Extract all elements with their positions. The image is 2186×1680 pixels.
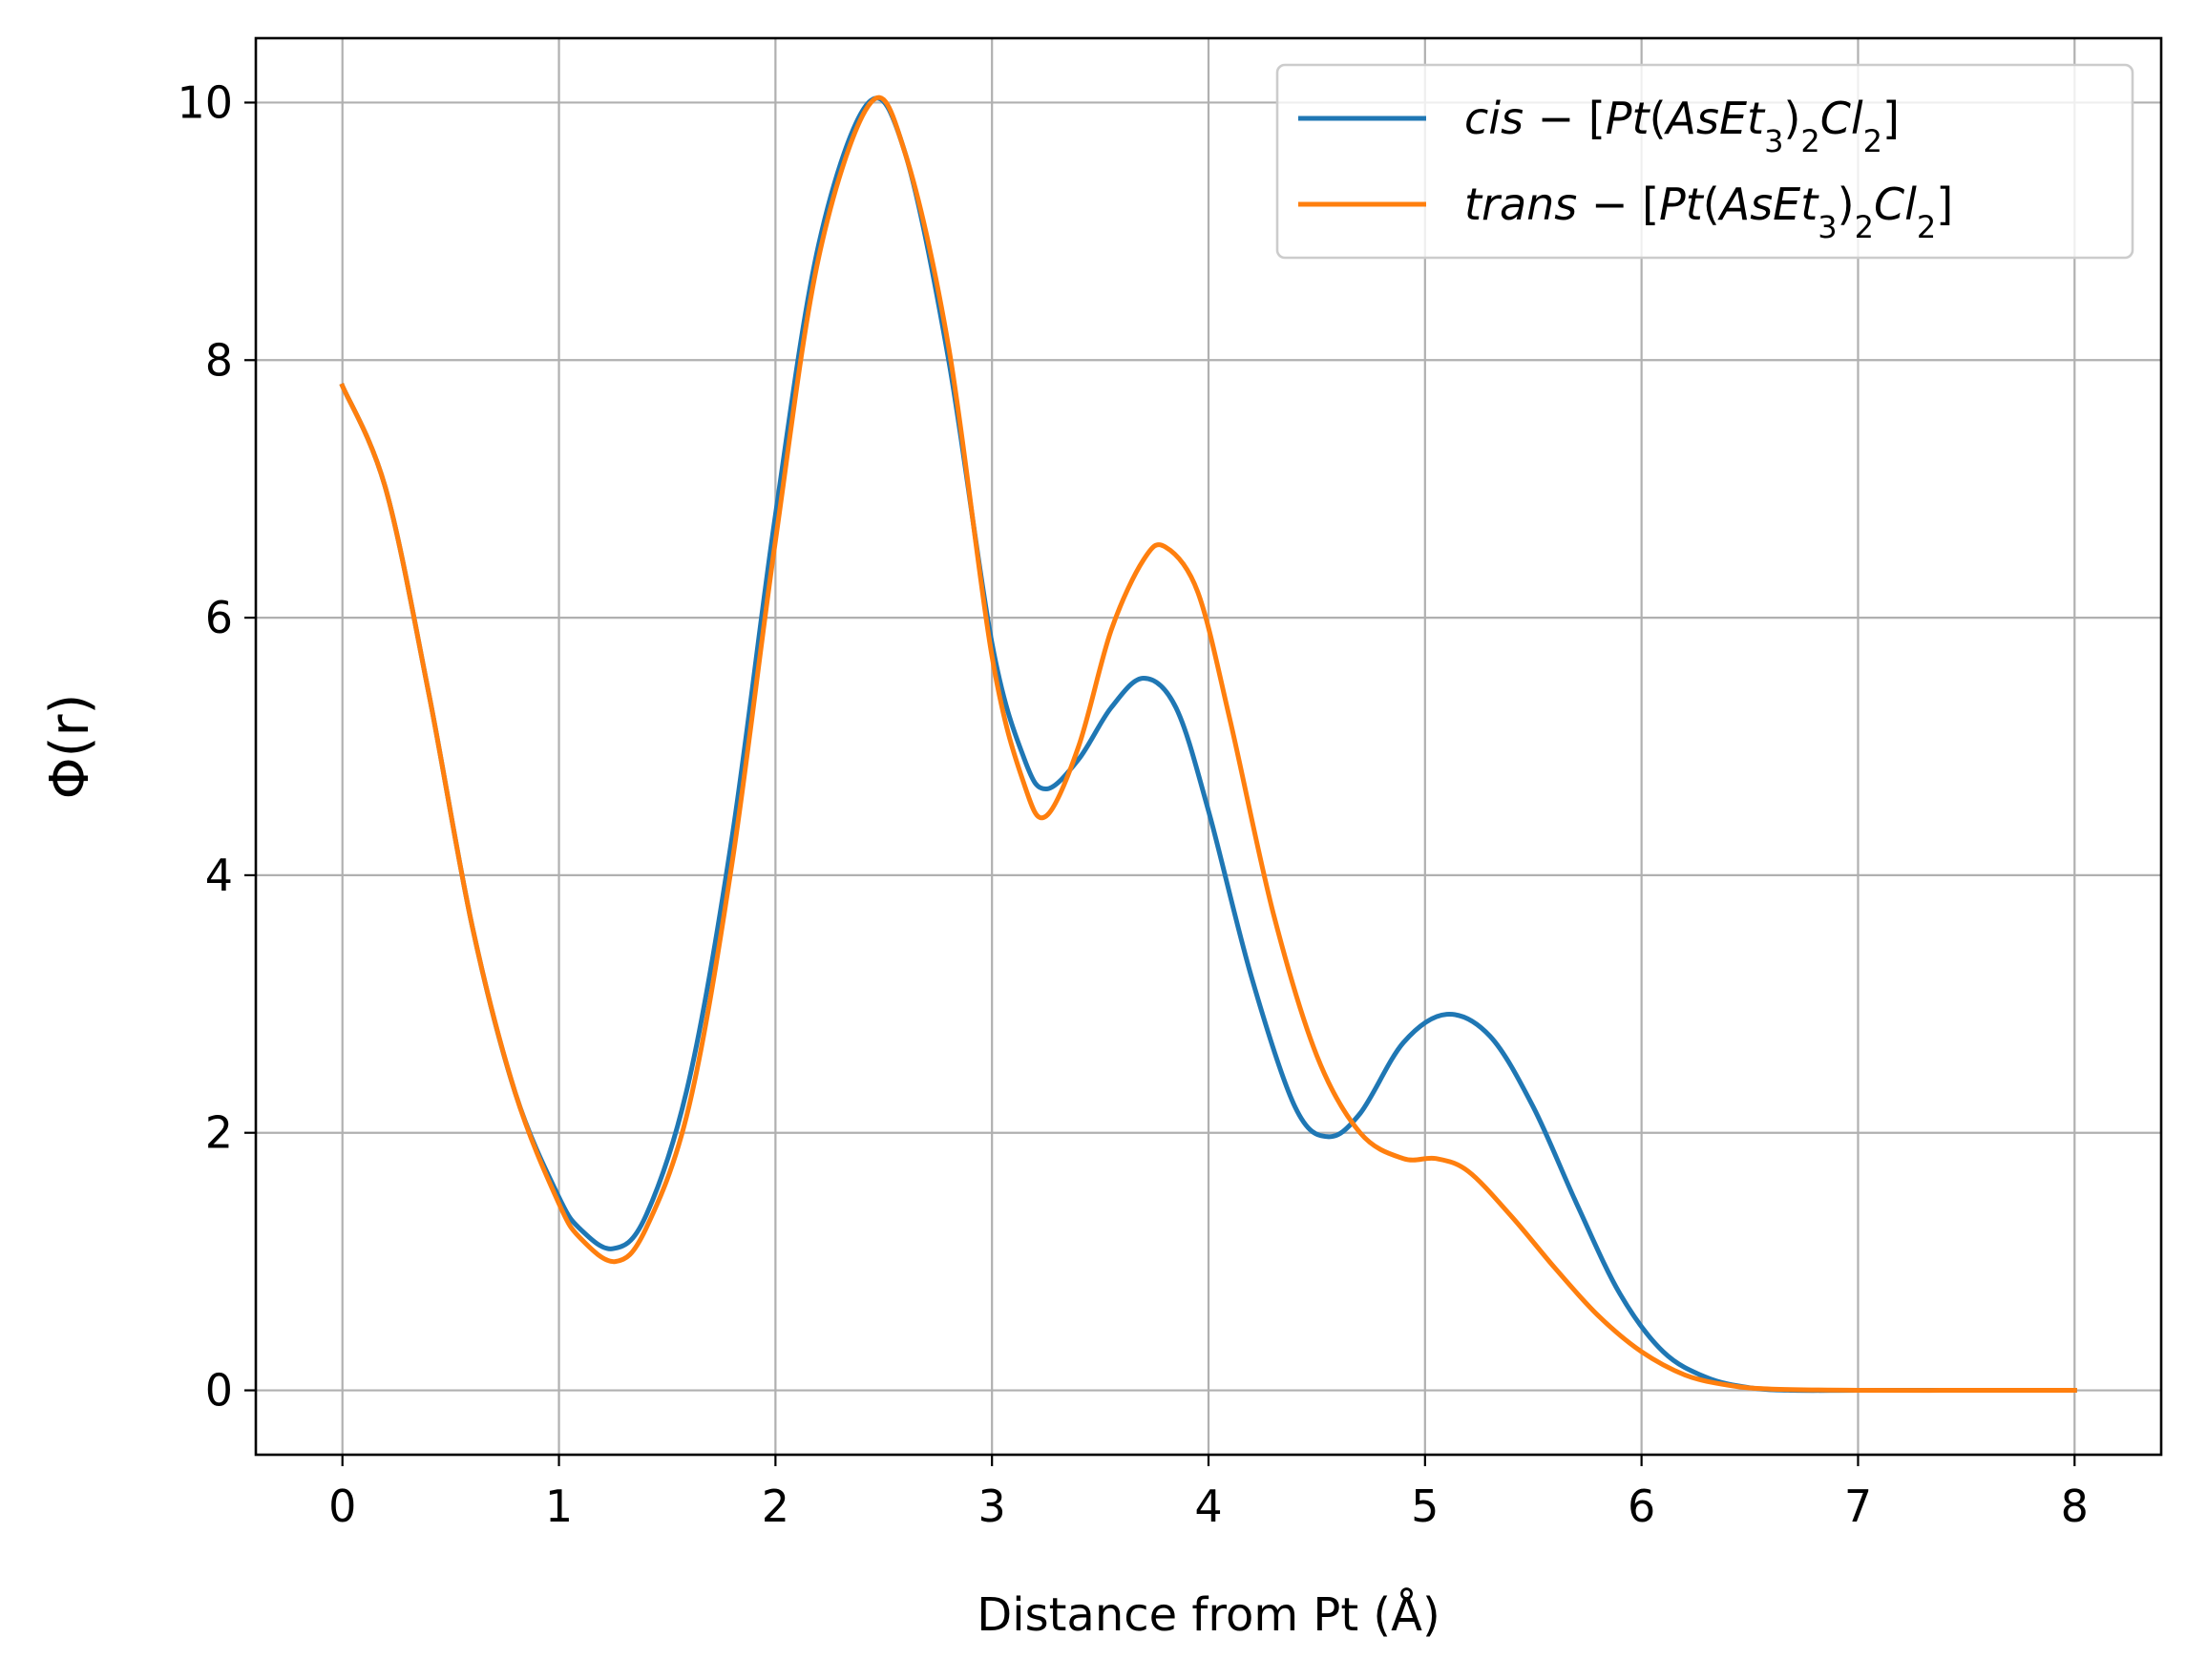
- y-tick-label: 2: [205, 1107, 233, 1159]
- x-tick-label: 7: [1844, 1480, 1872, 1532]
- legend: cis − [Pt(AsEt3)2Cl2] trans − [Pt(AsEt3)…: [1275, 63, 2134, 260]
- x-tick-label: 3: [978, 1480, 1006, 1532]
- x-tick-label: 6: [1628, 1480, 1655, 1532]
- series-lines: [339, 94, 2077, 1394]
- series-line-0: [339, 95, 2077, 1394]
- axis-ticks: [244, 101, 2076, 1466]
- x-tick-label: 0: [328, 1480, 356, 1532]
- x-tick-label: 4: [1194, 1480, 1222, 1532]
- x-tick-label: 1: [545, 1480, 573, 1532]
- legend-label-trans: trans − [Pt(AsEt3)2Cl2]: [1464, 178, 1953, 245]
- series-line-1: [339, 94, 2077, 1394]
- y-axis-label: Φ(r): [39, 694, 101, 800]
- y-tick-labels: 0 2 4 6 8 10: [177, 76, 233, 1416]
- y-tick-label: 10: [177, 76, 233, 128]
- x-tick-label: 8: [2061, 1480, 2089, 1532]
- x-axis-label: Distance from Pt (Å): [977, 1587, 1440, 1642]
- x-tick-labels: 0 1 2 3 4 5 6 7 8: [328, 1480, 2089, 1532]
- y-tick-label: 6: [205, 592, 233, 643]
- x-tick-label: 2: [762, 1480, 789, 1532]
- y-tick-label: 4: [205, 850, 233, 901]
- x-tick-label: 5: [1411, 1480, 1439, 1532]
- legend-box: [1275, 63, 2134, 260]
- legend-label-cis: cis − [Pt(AsEt3)2Cl2]: [1464, 93, 1900, 159]
- y-tick-label: 8: [205, 334, 233, 386]
- y-tick-label: 0: [205, 1365, 233, 1417]
